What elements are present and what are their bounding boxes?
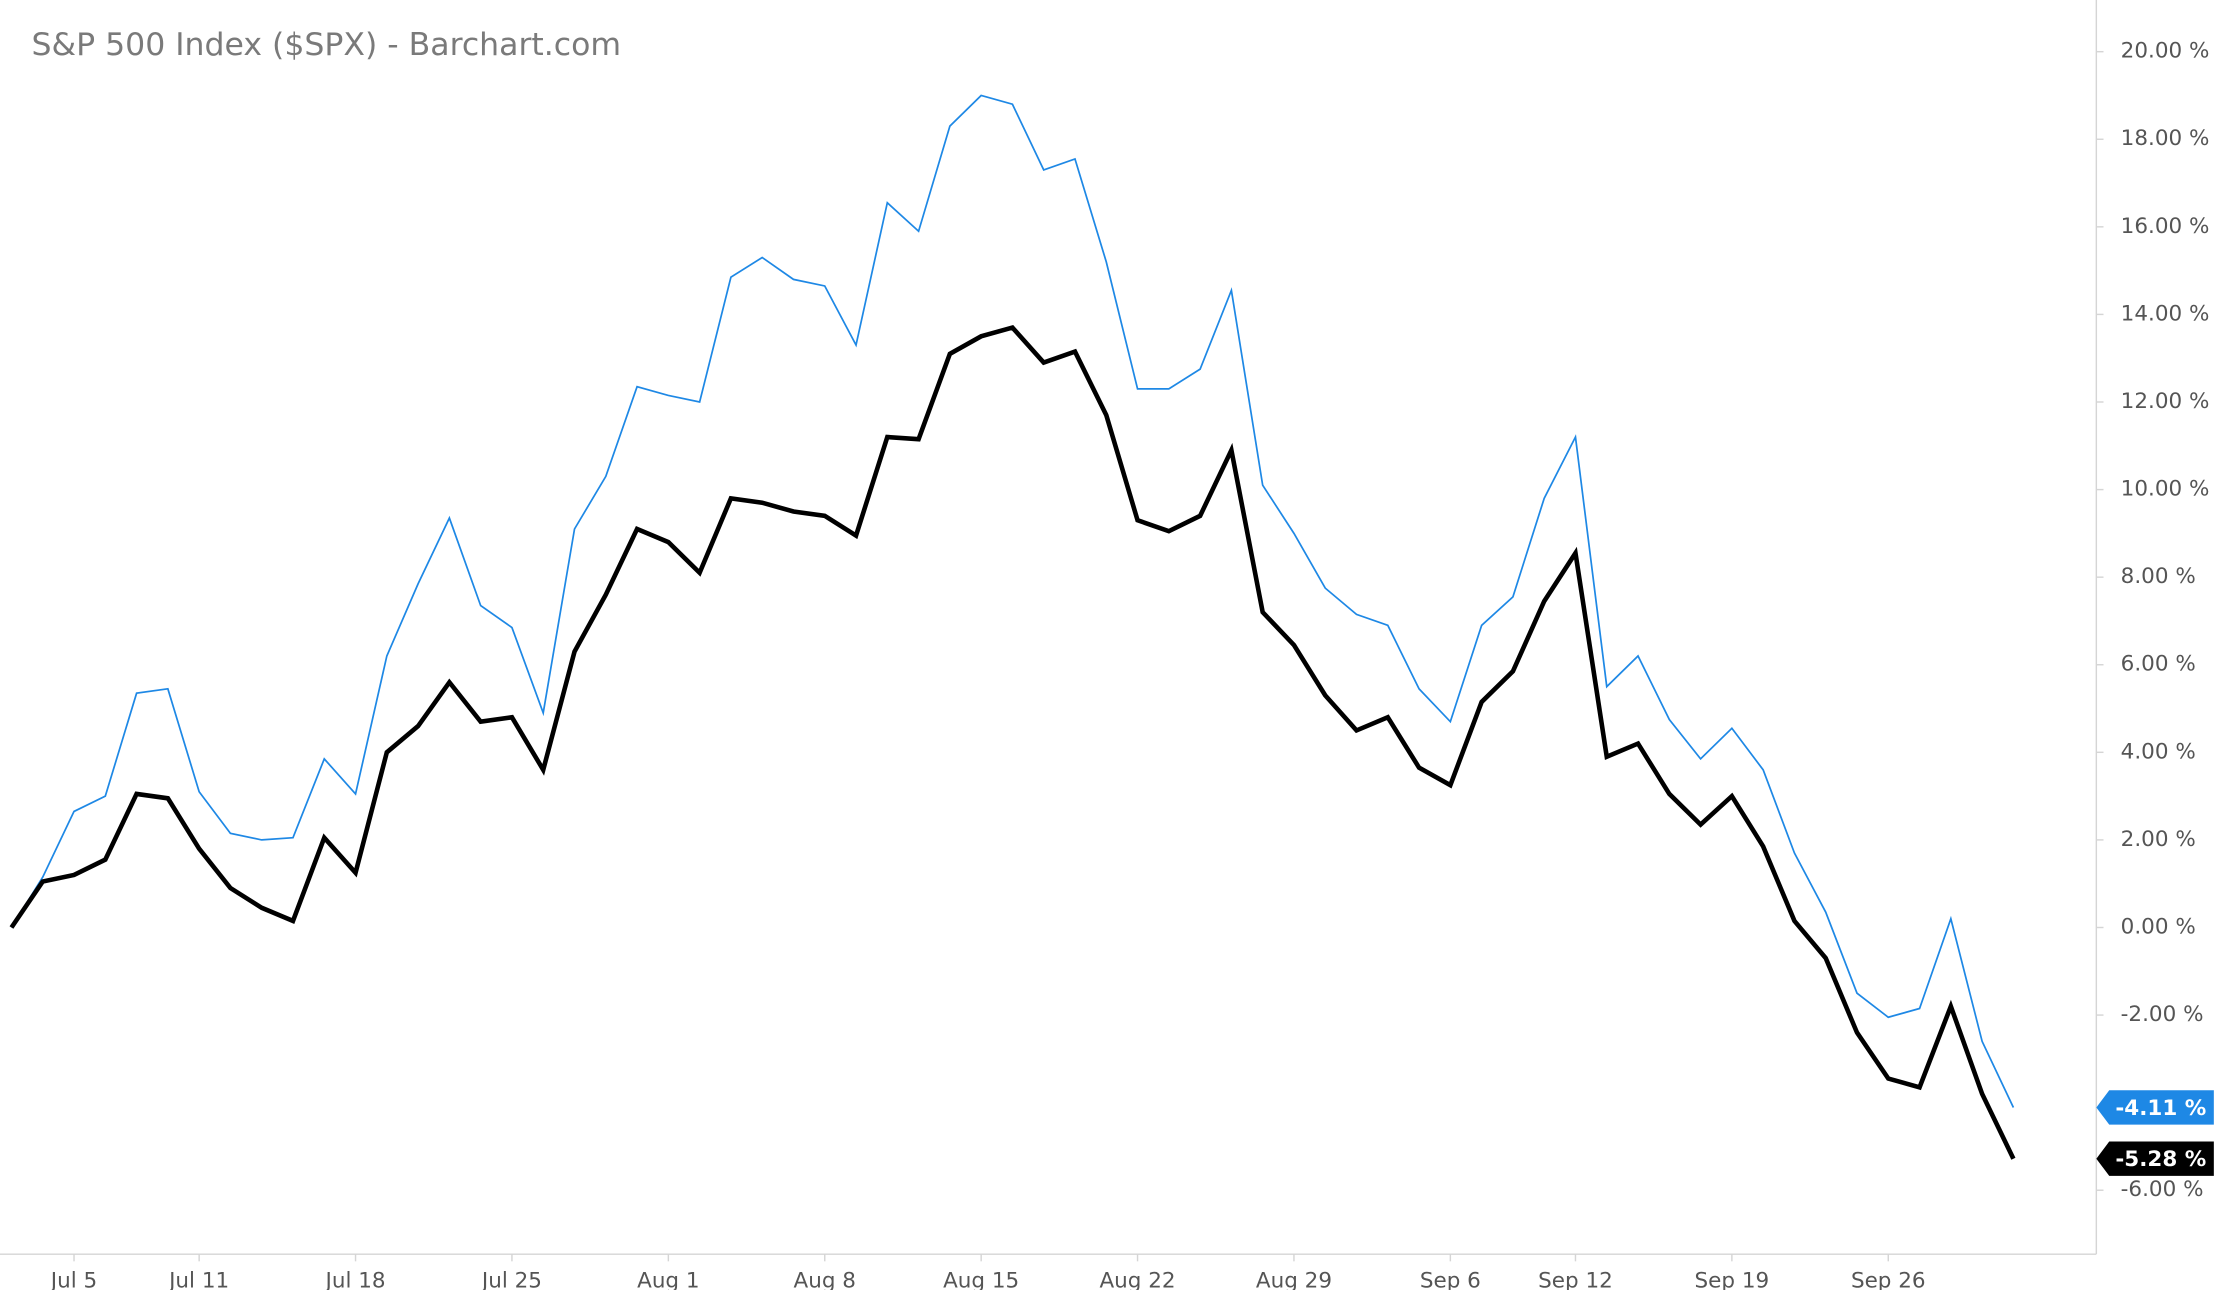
last-value-badge [2096,1141,2214,1176]
x-tick-label: Jul 11 [167,1268,229,1290]
y-tick-label: 2.00 % [2121,827,2196,852]
chart-title: S&P 500 Index ($SPX) - Barchart.com [32,27,622,63]
y-tick-label: 8.00 % [2121,564,2196,589]
x-tick-label: Jul 25 [480,1268,542,1290]
y-tick-label: -2.00 % [2121,1002,2204,1027]
x-tick-label: Aug 1 [637,1268,699,1290]
last-value-label: -5.28 % [2115,1147,2206,1172]
y-tick-label: 20.00 % [2121,39,2210,64]
y-tick-label: 16.00 % [2121,214,2210,239]
x-tick-label: Sep 6 [1420,1268,1481,1290]
last-value-label: -4.11 % [2115,1096,2206,1121]
x-tick-label: Jul 5 [49,1268,97,1290]
last-value-badge [2096,1090,2214,1125]
x-tick-label: Aug 15 [943,1268,1019,1290]
x-tick-label: Aug 22 [1099,1268,1175,1290]
y-tick-label: 10.00 % [2121,477,2210,502]
x-tick-label: Sep 19 [1695,1268,1770,1290]
series-line [10,94,2015,1108]
x-tick-label: Jul 18 [324,1268,386,1290]
y-tick-label: 0.00 % [2121,914,2196,939]
y-tick-label: -6.00 % [2121,1177,2204,1202]
y-tick-label: 18.00 % [2121,126,2210,151]
series-line [9,324,2016,1160]
x-tick-label: Sep 12 [1538,1268,1613,1290]
y-tick-label: 4.00 % [2121,739,2196,764]
y-tick-label: 12.00 % [2121,389,2210,414]
y-tick-label: 6.00 % [2121,652,2196,677]
y-tick-label: 14.00 % [2121,301,2210,326]
x-tick-label: Aug 29 [1256,1268,1332,1290]
x-tick-label: Aug 8 [794,1268,856,1290]
x-tick-label: Sep 26 [1851,1268,1926,1290]
